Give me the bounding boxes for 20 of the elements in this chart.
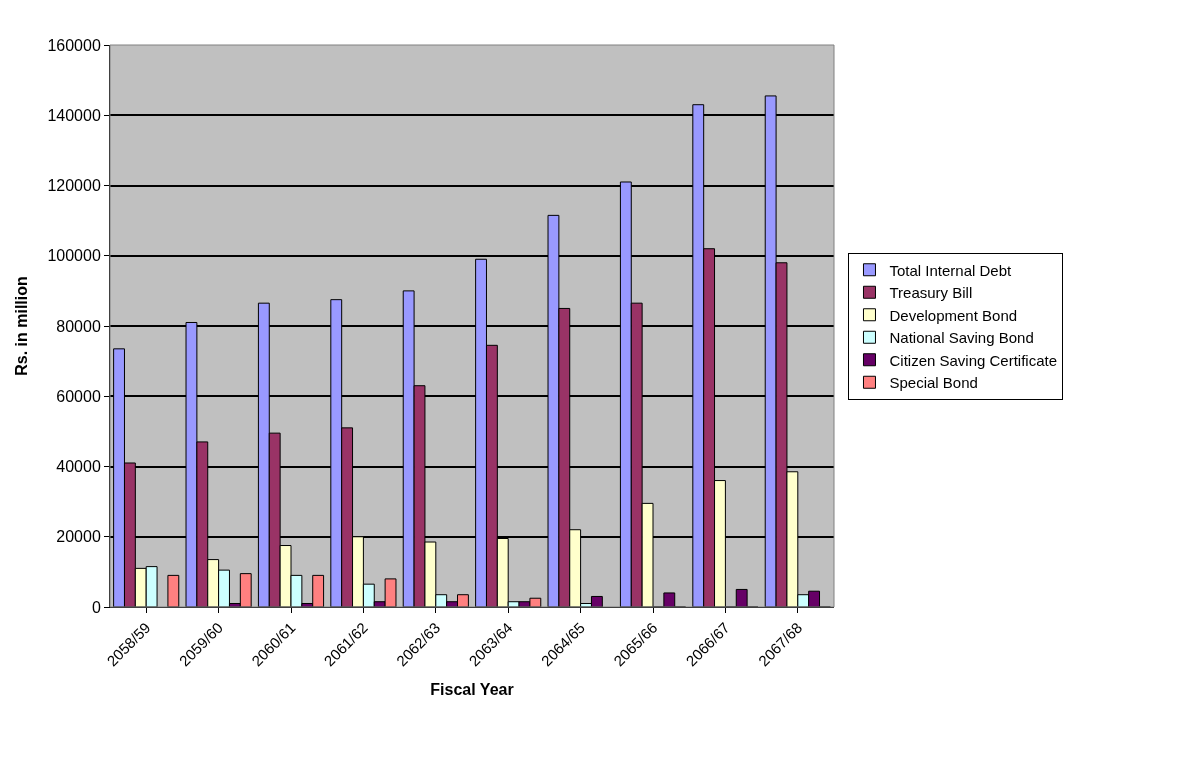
x-axis-title: Fiscal Year	[430, 680, 514, 698]
legend-label: Special Bond	[889, 374, 978, 392]
legend-label: Treasury Bill	[889, 284, 973, 302]
bar	[663, 592, 676, 607]
y-tick-label: 140000	[47, 106, 101, 124]
y-tick-label: 60000	[56, 387, 101, 405]
y-tick-label: 40000	[56, 458, 101, 476]
bar	[167, 574, 180, 607]
y-tick-label: 0	[91, 598, 101, 616]
y-tick-label: 100000	[47, 247, 101, 265]
y-tick-label: 20000	[56, 528, 101, 546]
y-axis-title: Rs. in million	[13, 276, 31, 376]
bar	[735, 588, 748, 607]
legend-label: Total Internal Debt	[889, 261, 1013, 279]
y-tick-label: 80000	[56, 317, 101, 335]
y-tick-label: 160000	[47, 36, 101, 54]
y-tick-label: 120000	[47, 177, 101, 195]
legend-label: Development Bond	[889, 306, 1018, 324]
legend-label: National Saving Bond	[889, 329, 1034, 347]
legend-label: Citizen Saving Certificate	[889, 351, 1058, 369]
